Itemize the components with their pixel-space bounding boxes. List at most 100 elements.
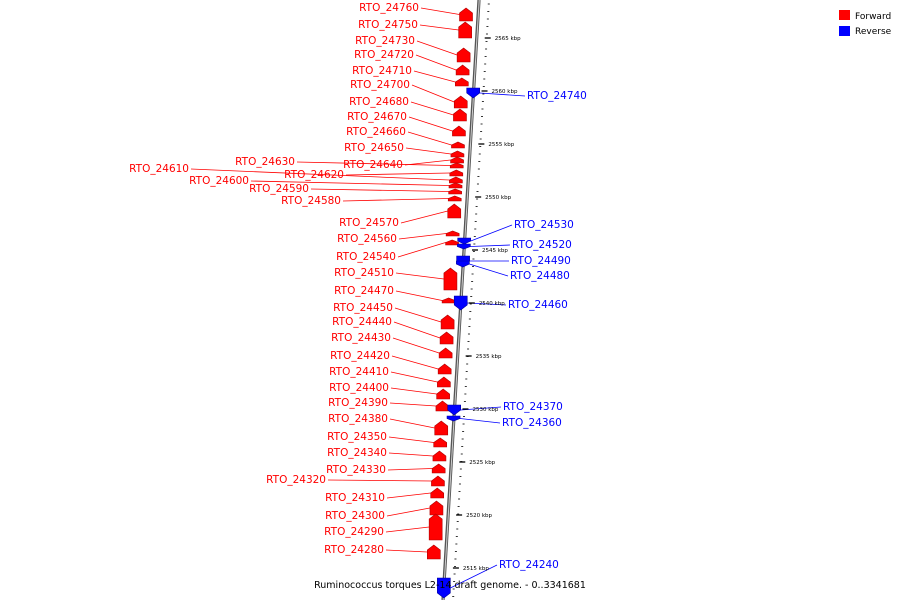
reverse-gene (437, 577, 451, 599)
leader-line (390, 371, 438, 383)
leader-line (420, 7, 460, 15)
tick-label: 2540 kbp (479, 301, 505, 307)
forward-gene (436, 388, 450, 400)
forward-gene (443, 267, 458, 291)
leader-line (408, 116, 453, 132)
forward-gene (431, 463, 446, 474)
reverse-gene (447, 404, 462, 416)
forward-gene (447, 203, 462, 219)
forward-gene-label: RTO_24300 (325, 510, 385, 522)
forward-gene-label: RTO_24570 (339, 217, 399, 229)
forward-gene (459, 7, 473, 22)
leader-line (390, 387, 437, 395)
forward-gene-label: RTO_24400 (329, 382, 389, 394)
forward-gene (439, 331, 454, 345)
forward-gene-label: RTO_24670 (347, 111, 407, 123)
forward-gene (438, 347, 453, 359)
forward-gene (437, 363, 452, 375)
leader-line (459, 418, 501, 424)
forward-gene (458, 21, 472, 39)
forward-gene (449, 162, 464, 169)
forward-gene (445, 230, 460, 237)
reverse-gene-label: RTO_24240 (499, 559, 559, 571)
forward-gene (441, 297, 456, 304)
forward-gene-label: RTO_24470 (334, 285, 394, 297)
forward-gene (445, 239, 459, 246)
reverse-gene-label: RTO_24740 (527, 90, 587, 102)
reverse-gene (456, 260, 470, 268)
reverse-gene-label: RTO_24360 (502, 417, 562, 429)
leader-line (416, 40, 458, 56)
leader-line (405, 147, 451, 155)
forward-gene-label: RTO_24330 (326, 464, 386, 476)
legend-forward-swatch (839, 10, 850, 20)
tick-label: 2545 kbp (482, 248, 508, 254)
leader-line (415, 54, 457, 71)
legend-reverse-label: Reverse (855, 27, 892, 37)
forward-gene-label: RTO_24750 (358, 19, 418, 31)
forward-gene-label: RTO_24390 (328, 397, 388, 409)
forward-gene-label: RTO_24350 (327, 431, 387, 443)
gene-labels: RTO_24760 RTO_24750 RTO_24730 RTO_24720 RTO_… (129, 2, 587, 571)
forward-gene-label: RTO_24610 (129, 163, 189, 175)
leader-line (394, 307, 442, 323)
forward-gene-label: RTO_24310 (325, 492, 385, 504)
leader-line (404, 159, 451, 166)
reverse-gene-label: RTO_24460 (508, 299, 568, 311)
reverse-gene-label: RTO_24480 (510, 270, 570, 282)
forward-gene-label: RTO_24290 (324, 526, 384, 538)
forward-gene-label: RTO_24660 (346, 126, 406, 138)
forward-gene (435, 400, 450, 412)
leader-line (327, 479, 432, 482)
forward-gene-label: RTO_24650 (344, 142, 404, 154)
forward-gene-label: RTO_24630 (235, 156, 295, 168)
forward-gene (429, 500, 444, 516)
leader-lines (190, 7, 526, 589)
forward-gene (434, 420, 449, 436)
forward-gene (448, 188, 462, 195)
forward-gene (451, 141, 465, 149)
tick-label: 2535 kbp (476, 354, 502, 360)
tick-label: 2525 kbp (469, 460, 495, 466)
leader-line (411, 84, 455, 103)
forward-gene (426, 544, 441, 560)
forward-gene-label: RTO_24320 (266, 474, 326, 486)
forward-gene (447, 195, 462, 202)
forward-gene-label: RTO_24280 (324, 544, 384, 556)
forward-gene-label: RTO_24510 (334, 267, 394, 279)
forward-gene (450, 150, 465, 158)
forward-gene-label: RTO_24420 (330, 350, 390, 362)
genome-caption: Ruminococcus torques L2-14 draft genome.… (314, 580, 586, 591)
reverse-gene-label: RTO_24530 (514, 219, 574, 231)
forward-gene (449, 169, 464, 177)
forward-gene (440, 314, 455, 330)
leader-line (342, 198, 449, 202)
forward-gene (432, 450, 447, 462)
reverse-gene-label: RTO_24370 (503, 401, 563, 413)
tick-label: 2550 kbp (485, 195, 511, 201)
forward-gene (456, 47, 471, 63)
leader-line (407, 131, 452, 146)
forward-gene-label: RTO_24410 (329, 366, 389, 378)
leader-line (469, 263, 509, 277)
forward-gene-label: RTO_24440 (332, 316, 392, 328)
leader-line (389, 402, 436, 407)
tick-label: 2555 kbp (488, 142, 514, 148)
leader-line (391, 355, 439, 370)
tick-label: 2520 kbp (466, 513, 492, 519)
legend-forward-label: Forward (855, 12, 891, 22)
forward-gene (448, 182, 463, 189)
forward-gene-label: RTO_24450 (333, 302, 393, 314)
leader-line (470, 224, 513, 242)
leader-line (419, 24, 459, 31)
reverse-gene (446, 415, 461, 422)
reverse-gene-label: RTO_24490 (511, 255, 571, 267)
leader-line (479, 92, 526, 97)
leader-line (410, 101, 454, 116)
leader-line (395, 290, 443, 301)
leader-line (345, 172, 450, 176)
forward-gene-label: RTO_24380 (328, 413, 388, 425)
reverse-gene (466, 87, 481, 99)
forward-gene (453, 95, 468, 109)
